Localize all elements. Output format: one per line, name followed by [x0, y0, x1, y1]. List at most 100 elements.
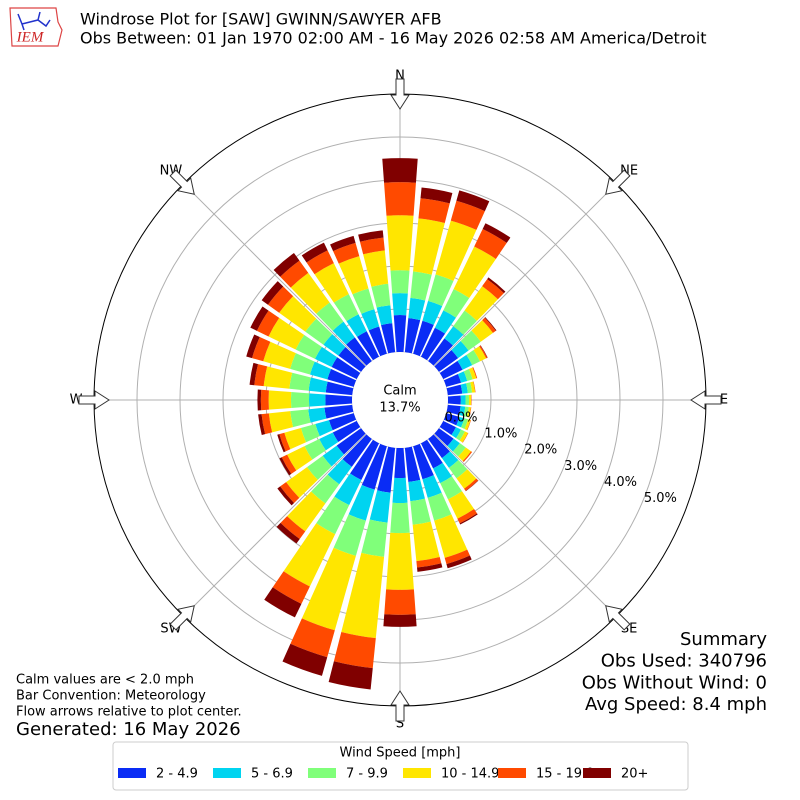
legend-swatch [213, 768, 241, 778]
chart-subtitle: Obs Between: 01 Jan 1970 02:00 AM - 16 M… [80, 29, 707, 48]
bar-segment [479, 345, 488, 359]
bar-segment [439, 360, 463, 380]
bar-segment [465, 480, 479, 492]
bar-segment [346, 314, 367, 337]
legend-swatch [498, 768, 526, 778]
bar-segment [420, 187, 453, 204]
bar-segment [314, 263, 349, 303]
bar-segment [446, 384, 463, 396]
bar-segment [358, 230, 384, 242]
bar-segment [300, 423, 320, 443]
bar-segment [422, 475, 442, 498]
bar-segment [357, 331, 380, 361]
flow-arrow [169, 605, 195, 631]
legend-title: Wind Speed [mph] [340, 746, 461, 761]
summary-line: Summary [680, 629, 767, 650]
r-tick-label: 4.0% [604, 475, 637, 490]
flow-arrow-shape [690, 390, 722, 410]
bar-segment [448, 491, 475, 519]
bar-segment [263, 341, 296, 369]
r-tick-label: 1.0% [484, 427, 517, 442]
bar-segment [336, 428, 366, 455]
bar-segment [279, 432, 291, 452]
bar-segment [448, 459, 468, 479]
legend-box [112, 741, 689, 791]
bar-segment [404, 446, 421, 482]
flow-arrow [605, 605, 631, 631]
legend-swatch [308, 768, 336, 778]
bar-segment [463, 406, 469, 417]
bar-segment [309, 393, 326, 407]
bar-segment [473, 381, 476, 393]
bar-segment [470, 381, 476, 393]
bar-segment [457, 371, 468, 383]
bar-segment [457, 509, 478, 524]
bar-segment [289, 372, 311, 391]
bar-segment [386, 215, 414, 271]
bar-segment [264, 587, 302, 618]
bar-segment [434, 514, 468, 558]
bar-segment [361, 309, 380, 331]
bar-segment [393, 315, 407, 353]
bar-segment [328, 413, 357, 431]
bar-segment [319, 432, 339, 451]
bar-segment [350, 439, 380, 480]
bar-segment [416, 557, 442, 568]
bar-segment [460, 395, 466, 405]
bar-segment [413, 443, 434, 480]
bar-segment [413, 320, 434, 357]
bar-segment [338, 347, 366, 372]
bar-segment [314, 346, 338, 367]
bar-segment [284, 428, 307, 450]
bar-segment [434, 310, 456, 334]
bar-segment [462, 451, 473, 462]
bar-segment [456, 429, 465, 441]
bar-segment [441, 451, 459, 468]
bar-segment [482, 317, 496, 333]
bar-segment [268, 390, 292, 410]
radial-grid-line [433, 433, 617, 617]
bar-segment [316, 496, 350, 535]
flow-arrow-shape [605, 605, 631, 631]
bar-segment [390, 502, 410, 534]
bar-segment [252, 336, 271, 362]
r-tick-label: 0.0% [445, 410, 478, 425]
bar-segment [463, 369, 473, 381]
bar-segment [458, 447, 472, 462]
calm-label: Calm [383, 384, 416, 399]
bar-segment [290, 272, 330, 314]
bar-segment [254, 364, 268, 387]
bar-segment [466, 382, 473, 394]
flow-arrow [169, 169, 195, 195]
bar-segment [433, 462, 452, 484]
calm-circle [352, 352, 448, 448]
bar-segment [392, 477, 408, 504]
bar-segment [333, 294, 359, 322]
bar-segment [281, 454, 297, 474]
bar-segment [452, 443, 466, 457]
bar-segment [439, 420, 456, 435]
bar-segment [464, 419, 471, 431]
bar-segment [469, 407, 472, 418]
bar-segment [359, 237, 385, 255]
bar-segment [327, 369, 357, 387]
bar-segment [330, 235, 356, 252]
note-line: Bar Convention: Meteorology [16, 689, 206, 704]
bar-segment [451, 427, 462, 439]
bar-segment [447, 438, 460, 452]
bar-segment [418, 198, 450, 223]
legend-label: 5 - 6.9 [251, 767, 293, 782]
bar-segment [333, 242, 360, 264]
bar-segment [332, 321, 355, 345]
bar-segment [410, 498, 431, 525]
flow-arrow-shape [390, 690, 410, 722]
bar-segment [465, 394, 470, 406]
bar-segment [306, 250, 334, 275]
bar-segment [450, 200, 485, 230]
flow-arrow [605, 169, 631, 195]
bar-segment [361, 519, 388, 557]
bar-segment [484, 317, 497, 331]
bar-segment [308, 377, 328, 393]
bar-segment [443, 373, 462, 387]
bar-segment [456, 190, 490, 212]
